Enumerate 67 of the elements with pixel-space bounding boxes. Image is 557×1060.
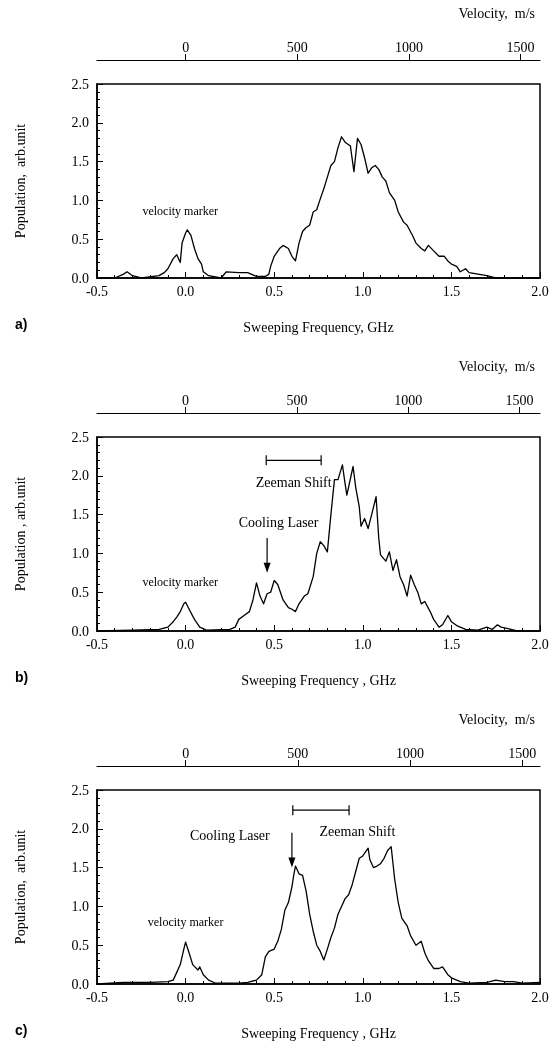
y-axis-title: Population, arb.unit	[12, 123, 28, 239]
y-tick-label: 1.5	[71, 860, 89, 876]
y-tick-label: 0.0	[71, 270, 89, 286]
x2-tick-label: 1500	[506, 39, 535, 55]
y-tick-label: 1.0	[71, 545, 89, 561]
text: c)	[15, 1022, 28, 1038]
x2-tick-label: 0	[182, 39, 190, 55]
y-tick-label: 1.5	[71, 507, 89, 523]
x-tick-label: 1.5	[442, 989, 461, 1005]
x2-tick-label: 1500	[505, 392, 534, 408]
x2-tick-label: 1500	[508, 745, 537, 761]
x2-axis-title: Velocity, m/s	[458, 5, 536, 21]
annotation: Cooling Laser	[190, 827, 271, 843]
y-tick-label: 2.0	[71, 115, 89, 131]
x2-tick-label: 0	[182, 745, 190, 761]
x-tick-label: 0.5	[265, 283, 283, 299]
annotation: velocity marker	[142, 574, 219, 589]
y-axis-title: Population , arb.unit	[12, 476, 28, 592]
x-axis-title: Sweeping Frequency , GHz	[241, 672, 396, 688]
x-tick-label: -0.5	[85, 636, 109, 652]
x2-axis-title: Velocity, m/s	[458, 358, 536, 374]
y-tick-label: 0.5	[71, 937, 89, 953]
y-tick-label: 0.0	[71, 623, 89, 639]
x-tick-label: 0.5	[265, 636, 283, 652]
x2-tick-label: 1000	[394, 39, 423, 55]
x-tick-label: 1.0	[354, 636, 372, 652]
y-tick-label: 2.5	[71, 76, 89, 92]
annotation: Cooling Laser	[238, 515, 319, 531]
x2-tick-label: 1000	[394, 392, 423, 408]
y-tick-label: 2.0	[71, 821, 89, 837]
x-tick-label: -0.5	[85, 283, 109, 299]
x2-axis-title: Velocity, m/s	[458, 711, 536, 727]
x-axis-title: Sweeping Frequency , GHz	[241, 1025, 396, 1041]
x-tick-label: 2.0	[531, 989, 549, 1005]
annotation: Zeeman Shift	[255, 474, 332, 490]
x-tick-label: 0.0	[176, 989, 195, 1005]
y-tick-label: 1.5	[71, 154, 89, 170]
annotation: velocity marker	[142, 203, 219, 218]
annotation: Zeeman Shift	[319, 823, 396, 839]
x-tick-label: -0.5	[85, 989, 109, 1005]
x-tick-label: 1.0	[354, 989, 372, 1005]
x-tick-label: 1.5	[442, 283, 461, 299]
y-tick-label: 0.0	[71, 976, 89, 992]
x2-tick-label: 500	[286, 392, 308, 408]
x2-tick-label: 1000	[396, 745, 425, 761]
x-tick-label: 1.5	[442, 636, 461, 652]
text: b)	[15, 669, 29, 685]
x-axis-title: Sweeping Frequency, GHz	[243, 319, 394, 335]
x2-tick-label: 500	[286, 39, 308, 55]
y-tick-label: 2.0	[71, 468, 89, 484]
x-tick-label: 0.0	[176, 283, 195, 299]
y-tick-label: 2.5	[71, 429, 89, 445]
x-tick-label: 0.5	[265, 989, 283, 1005]
x-tick-label: 2.0	[531, 636, 549, 652]
y-axis-title: Population, arb.unit	[12, 829, 28, 945]
y-tick-label: 1.0	[71, 192, 89, 208]
y-tick-label: 0.5	[71, 584, 89, 600]
y-tick-label: 2.5	[71, 782, 89, 798]
x2-tick-label: 500	[287, 745, 309, 761]
x-tick-label: 1.0	[354, 283, 372, 299]
x-tick-label: 0.0	[176, 636, 195, 652]
x-tick-label: 2.0	[531, 283, 549, 299]
text: a)	[15, 316, 28, 332]
y-tick-label: 1.0	[71, 898, 89, 914]
x2-tick-label: 0	[182, 392, 190, 408]
y-tick-label: 0.5	[71, 231, 89, 247]
annotation: velocity marker	[147, 915, 224, 930]
